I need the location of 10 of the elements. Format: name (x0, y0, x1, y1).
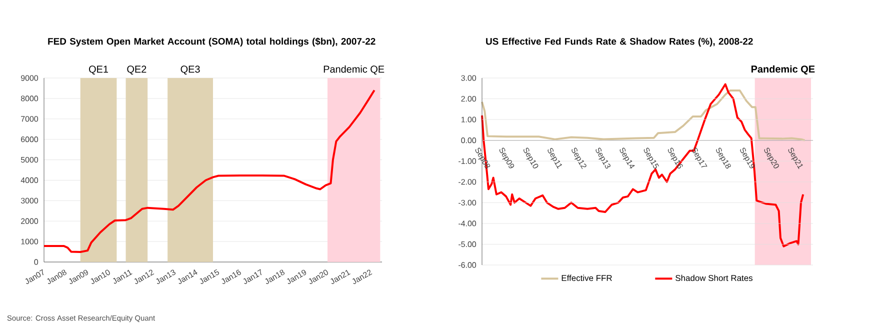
chart-title: FED System Open Market Account (SOMA) total holdings ($bn), 2007-22 (48, 38, 376, 47)
band-label: QE1 (89, 66, 108, 74)
line-series (481, 89, 806, 142)
legend-label: Shadow Short Rates (676, 274, 752, 282)
band-label: QE2 (127, 66, 146, 74)
band-label: Pandemic QE (751, 65, 815, 75)
band-label: Pandemic QE (324, 65, 384, 74)
chart-title: US Effective Fed Funds Rate & Shadow Rates (%), 2008-22 (486, 38, 753, 47)
band-label: QE3 (180, 66, 200, 74)
legend-label: Effective FFR (562, 274, 612, 282)
